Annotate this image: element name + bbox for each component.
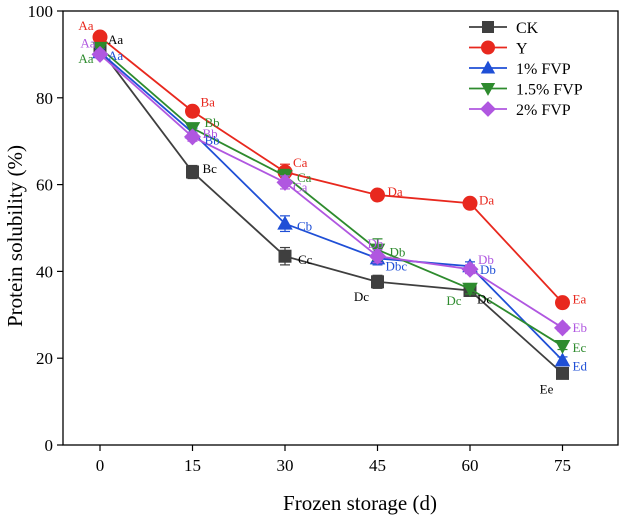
data-point	[554, 340, 571, 354]
data-point	[186, 165, 199, 179]
point-label: Ca	[297, 170, 312, 185]
point-label: Bc	[203, 161, 218, 176]
legend-marker	[480, 101, 496, 117]
point-label: Bb	[205, 133, 220, 148]
data-point	[556, 366, 569, 380]
point-label: Db	[478, 252, 494, 267]
axes-layer: 0 20 40 60 80 100 0 15 30 45 60 75	[28, 2, 619, 475]
point-label: Dc	[477, 291, 492, 306]
point-label: Bb	[205, 115, 220, 130]
y-axis-title: Protein solubility (%)	[3, 145, 27, 327]
x-tick-label-0: 0	[96, 456, 105, 475]
point-label: Db	[390, 245, 406, 260]
point-label: Db	[480, 262, 496, 277]
legend-item-2-fvp: 2% FVP	[469, 101, 571, 119]
series-line	[99, 36, 564, 304]
point-label: Ca	[293, 155, 308, 170]
y-tick-label-0: 0	[45, 436, 54, 455]
data-point	[555, 295, 570, 311]
y-tick-label-40: 40	[36, 262, 53, 281]
point-label: Aa	[78, 18, 93, 33]
point-label: Ba	[201, 94, 216, 109]
y-tick-label-20: 20	[36, 349, 53, 368]
point-label: Ca	[293, 179, 308, 194]
series-layer	[91, 29, 572, 380]
x-tick-label-60: 60	[462, 456, 479, 475]
data-point	[277, 215, 293, 230]
legend-label: 2% FVP	[516, 102, 571, 119]
legend-label: Y	[516, 41, 528, 58]
series-y	[92, 29, 570, 311]
legend-label: 1% FVP	[516, 61, 571, 78]
point-label: Aa	[108, 32, 123, 47]
point-label: Bb	[203, 126, 218, 141]
data-point	[185, 103, 200, 119]
data-point	[368, 247, 387, 265]
legend-marker	[481, 40, 495, 55]
data-point	[462, 282, 478, 297]
point-label: Ec	[573, 340, 587, 355]
point-label: Aa	[78, 51, 93, 66]
y-tick-label-80: 80	[36, 89, 53, 108]
point-label: Ea	[573, 292, 587, 307]
legend: CK Y 1% FVP 1.5% FVP 2% FVP	[469, 20, 583, 119]
point-label: Ed	[573, 358, 588, 373]
x-tick-label-75: 75	[554, 456, 571, 475]
data-point	[278, 249, 292, 263]
series-line	[99, 51, 564, 362]
legend-item-1-fvp: 1% FVP	[469, 60, 571, 78]
legend-item-ck: CK	[469, 20, 539, 37]
data-point	[462, 195, 478, 211]
legend-item-y: Y	[469, 40, 528, 58]
data-point	[553, 319, 572, 337]
point-label: Db	[368, 236, 384, 251]
legend-item-1-5-fvp: 1.5% FVP	[469, 82, 583, 99]
x-axis-title: Frozen storage (d)	[283, 491, 437, 515]
point-label: Aa	[80, 35, 95, 50]
data-point	[370, 187, 385, 203]
data-point	[554, 352, 571, 367]
point-label: Ee	[540, 381, 554, 396]
plot-frame	[62, 10, 619, 446]
data-point	[91, 45, 109, 63]
point-label: Dc	[446, 293, 461, 308]
series-1-fvp	[92, 44, 571, 367]
data-point	[461, 260, 479, 278]
y-tick-label-60: 60	[36, 176, 53, 195]
series-ck	[93, 42, 569, 380]
point-label: Da	[388, 184, 403, 199]
y-tick-label-100: 100	[28, 2, 54, 21]
x-tick-label-15: 15	[184, 456, 201, 475]
point-label: Dbc	[386, 258, 408, 273]
legend-label: CK	[516, 20, 539, 37]
legend-marker	[482, 21, 494, 33]
series-line	[99, 48, 564, 375]
point-label: Dc	[354, 289, 369, 304]
legend-marker	[480, 82, 496, 96]
series-2-fvp	[91, 45, 572, 337]
point-label: Cc	[298, 252, 313, 267]
point-label: Aa	[108, 48, 123, 63]
legend-label: 1.5% FVP	[516, 82, 583, 99]
data-point	[371, 275, 384, 289]
series-line	[99, 47, 563, 347]
data-point	[276, 173, 294, 191]
series-line	[99, 53, 563, 329]
x-tick-label-30: 30	[277, 456, 294, 475]
point-label: Eb	[573, 320, 587, 335]
legend-marker	[480, 60, 496, 74]
point-label: Cb	[297, 219, 312, 234]
x-tick-label-45: 45	[369, 456, 386, 475]
point-label: Da	[479, 192, 494, 207]
data-point	[183, 128, 202, 146]
